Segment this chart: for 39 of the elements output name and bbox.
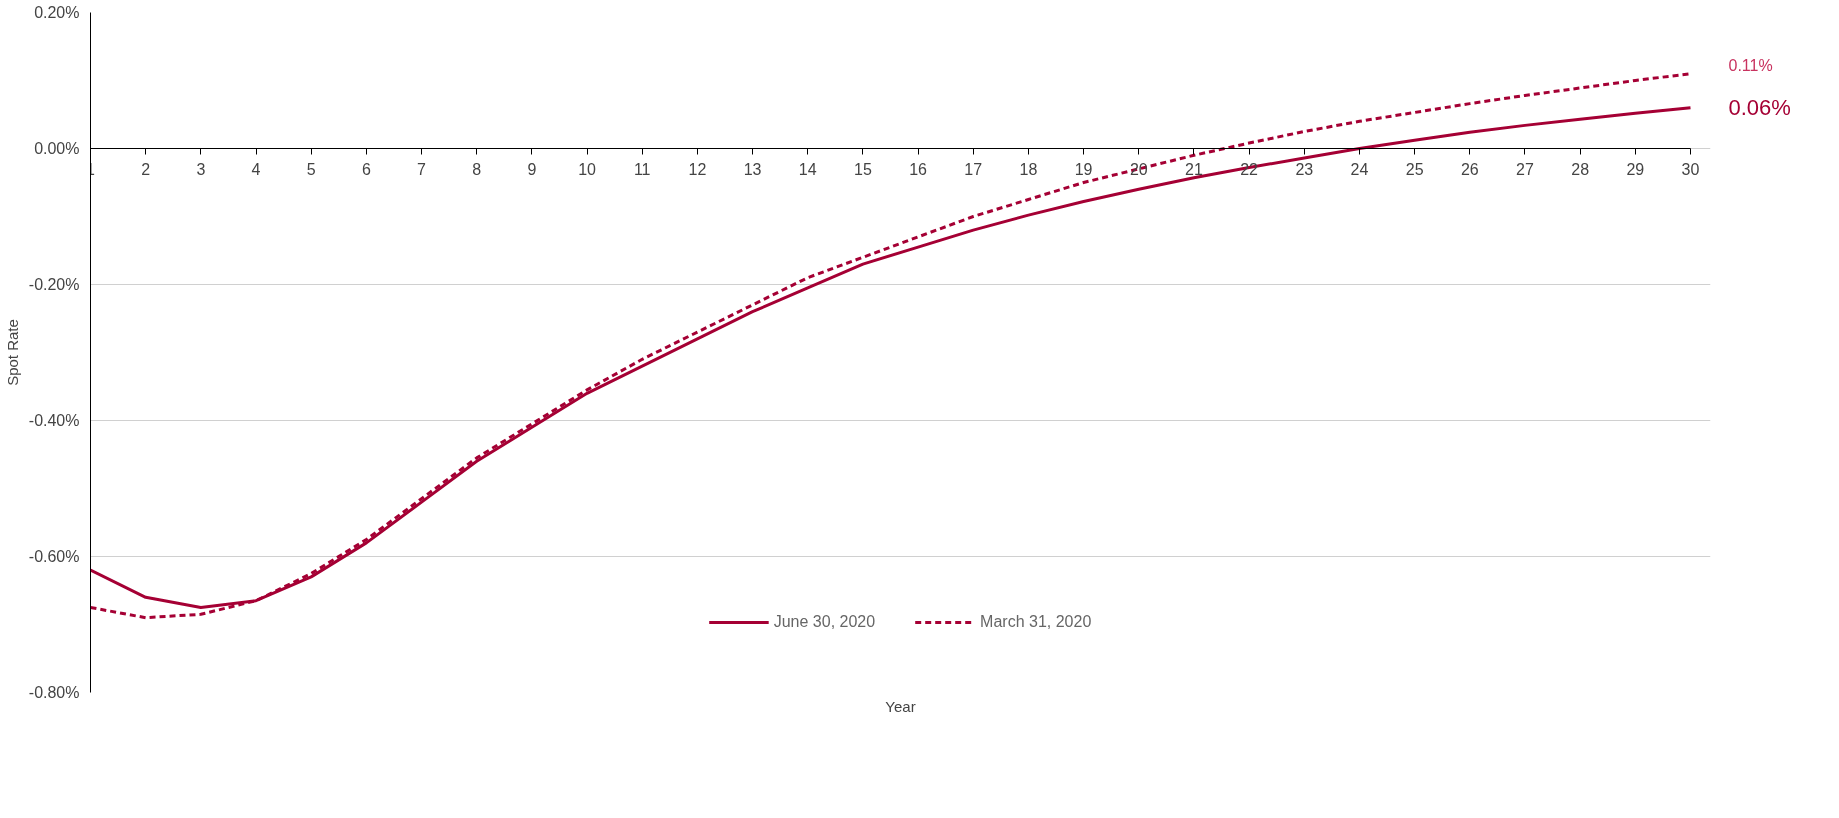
x-tick-label: 7 (417, 160, 427, 178)
x-tick-label: 28 (1571, 160, 1590, 178)
x-tick-label: 24 (1350, 160, 1369, 178)
legend-label: March 31, 2020 (980, 613, 1092, 631)
x-tick-label: 2 (141, 160, 151, 178)
x-axis-title: Year (885, 697, 916, 715)
x-tick-label: 16 (909, 160, 928, 178)
x-tick-label: 23 (1295, 160, 1314, 178)
legend-label: June 30, 2020 (773, 613, 876, 631)
y-tick-label: -0.80% (28, 684, 80, 701)
y-axis-title: Spot Rate (3, 319, 21, 386)
x-tick-label: 11 (633, 160, 651, 178)
x-tick-label: 25 (1405, 160, 1424, 178)
x-tick-label: 6 (361, 160, 371, 178)
x-tick-label: 9 (527, 160, 537, 178)
y-tick-label: 0.00% (34, 140, 80, 157)
y-tick-label: -0.60% (28, 548, 80, 565)
x-tick-label: 10 (578, 160, 597, 178)
x-tick-label: 17 (964, 160, 983, 178)
x-tick-label: 18 (1019, 160, 1038, 178)
x-tick-label: 13 (743, 160, 762, 178)
x-tick-label: 8 (472, 160, 482, 178)
x-tick-label: 21 (1185, 160, 1203, 178)
x-tick-label: 12 (688, 160, 707, 178)
x-tick-label: 3 (196, 160, 206, 178)
x-tick-label: 15 (854, 160, 872, 178)
x-tick-label: 14 (798, 160, 817, 178)
y-tick-label: -0.40% (28, 412, 80, 429)
x-tick-label: 29 (1626, 160, 1645, 178)
x-tick-label: 19 (1074, 160, 1093, 178)
x-tick-label: 5 (306, 160, 316, 178)
x-tick-label: 30 (1681, 160, 1700, 178)
x-tick-label: 4 (251, 160, 261, 178)
y-tick-label: 0.20% (34, 4, 80, 21)
x-tick-label: 26 (1460, 160, 1479, 178)
annotation: 0.11% (1728, 57, 1773, 75)
y-tick-label: -0.20% (28, 276, 80, 293)
x-tick-label: 27 (1516, 160, 1534, 178)
annotation: 0.06% (1728, 95, 1791, 121)
